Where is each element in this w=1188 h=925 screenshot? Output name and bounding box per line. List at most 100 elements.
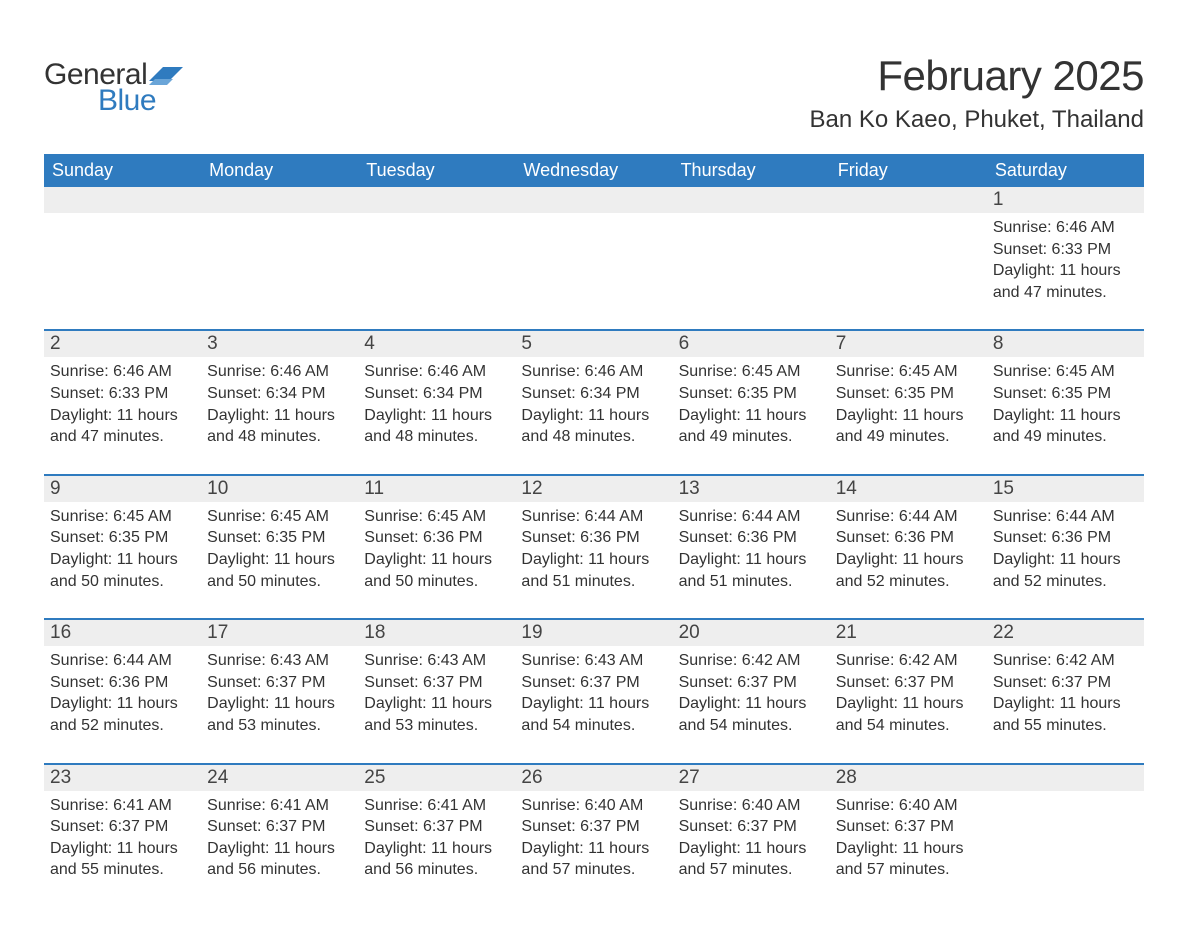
sunrise-text: Sunrise: 6:44 AM [679, 506, 824, 528]
day-number: 9 [44, 476, 201, 502]
day-number: 3 [201, 331, 358, 357]
calendar-day-cell: 18Sunrise: 6:43 AMSunset: 6:37 PMDayligh… [358, 620, 515, 740]
sunrise-text: Sunrise: 6:45 AM [207, 506, 352, 528]
sunrise-text: Sunrise: 6:46 AM [50, 361, 195, 383]
day-number: 15 [987, 476, 1144, 502]
day-body [987, 791, 1144, 883]
sunset-text: Sunset: 6:34 PM [364, 383, 509, 405]
day-number: 12 [515, 476, 672, 502]
calendar-day-cell: 25Sunrise: 6:41 AMSunset: 6:37 PMDayligh… [358, 765, 515, 885]
calendar-week: 23Sunrise: 6:41 AMSunset: 6:37 PMDayligh… [44, 763, 1144, 885]
daylight-text: Daylight: 11 hours and 57 minutes. [521, 838, 666, 881]
day-number [44, 187, 201, 213]
weeks-container: 1Sunrise: 6:46 AMSunset: 6:33 PMDaylight… [44, 187, 1144, 885]
day-body: Sunrise: 6:45 AMSunset: 6:35 PMDaylight:… [673, 357, 830, 451]
sunset-text: Sunset: 6:33 PM [50, 383, 195, 405]
sunset-text: Sunset: 6:35 PM [207, 527, 352, 549]
day-body: Sunrise: 6:44 AMSunset: 6:36 PMDaylight:… [515, 502, 672, 596]
sunset-text: Sunset: 6:34 PM [521, 383, 666, 405]
sunrise-text: Sunrise: 6:44 AM [50, 650, 195, 672]
daylight-text: Daylight: 11 hours and 57 minutes. [836, 838, 981, 881]
calendar-day-cell: 24Sunrise: 6:41 AMSunset: 6:37 PMDayligh… [201, 765, 358, 885]
day-body: Sunrise: 6:46 AMSunset: 6:34 PMDaylight:… [358, 357, 515, 451]
day-number: 11 [358, 476, 515, 502]
daylight-text: Daylight: 11 hours and 56 minutes. [207, 838, 352, 881]
sunrise-text: Sunrise: 6:40 AM [679, 795, 824, 817]
sunrise-text: Sunrise: 6:45 AM [836, 361, 981, 383]
sunset-text: Sunset: 6:35 PM [679, 383, 824, 405]
sunrise-text: Sunrise: 6:41 AM [50, 795, 195, 817]
day-number: 8 [987, 331, 1144, 357]
calendar-day-cell: 5Sunrise: 6:46 AMSunset: 6:34 PMDaylight… [515, 331, 672, 451]
day-number [358, 187, 515, 213]
sunset-text: Sunset: 6:36 PM [364, 527, 509, 549]
day-body: Sunrise: 6:45 AMSunset: 6:35 PMDaylight:… [201, 502, 358, 596]
day-body: Sunrise: 6:45 AMSunset: 6:36 PMDaylight:… [358, 502, 515, 596]
day-number: 26 [515, 765, 672, 791]
sunset-text: Sunset: 6:36 PM [993, 527, 1138, 549]
day-number: 14 [830, 476, 987, 502]
calendar-day-cell: 8Sunrise: 6:45 AMSunset: 6:35 PMDaylight… [987, 331, 1144, 451]
calendar-week: 16Sunrise: 6:44 AMSunset: 6:36 PMDayligh… [44, 618, 1144, 740]
day-body [673, 213, 830, 305]
calendar-day-cell: 19Sunrise: 6:43 AMSunset: 6:37 PMDayligh… [515, 620, 672, 740]
day-body: Sunrise: 6:46 AMSunset: 6:33 PMDaylight:… [987, 213, 1144, 307]
sunset-text: Sunset: 6:37 PM [679, 672, 824, 694]
calendar-day-cell: 2Sunrise: 6:46 AMSunset: 6:33 PMDaylight… [44, 331, 201, 451]
calendar-day-cell: 4Sunrise: 6:46 AMSunset: 6:34 PMDaylight… [358, 331, 515, 451]
day-number: 13 [673, 476, 830, 502]
daylight-text: Daylight: 11 hours and 55 minutes. [50, 838, 195, 881]
day-body: Sunrise: 6:40 AMSunset: 6:37 PMDaylight:… [830, 791, 987, 885]
logo-text-blue: Blue [98, 84, 183, 118]
daylight-text: Daylight: 11 hours and 51 minutes. [679, 549, 824, 592]
daylight-text: Daylight: 11 hours and 50 minutes. [364, 549, 509, 592]
logo-text-block: General Blue [44, 58, 183, 118]
sunrise-text: Sunrise: 6:44 AM [836, 506, 981, 528]
day-body: Sunrise: 6:44 AMSunset: 6:36 PMDaylight:… [44, 646, 201, 740]
sunset-text: Sunset: 6:37 PM [521, 672, 666, 694]
sunrise-text: Sunrise: 6:46 AM [521, 361, 666, 383]
day-number [201, 187, 358, 213]
day-number: 17 [201, 620, 358, 646]
day-body: Sunrise: 6:40 AMSunset: 6:37 PMDaylight:… [673, 791, 830, 885]
daylight-text: Daylight: 11 hours and 54 minutes. [679, 693, 824, 736]
sunset-text: Sunset: 6:33 PM [993, 239, 1138, 261]
day-number: 2 [44, 331, 201, 357]
calendar: SundayMondayTuesdayWednesdayThursdayFrid… [44, 154, 1144, 885]
day-number: 19 [515, 620, 672, 646]
month-title: February 2025 [810, 52, 1144, 100]
calendar-day-cell [44, 187, 201, 307]
daylight-text: Daylight: 11 hours and 48 minutes. [521, 405, 666, 448]
calendar-day-cell: 16Sunrise: 6:44 AMSunset: 6:36 PMDayligh… [44, 620, 201, 740]
day-number: 22 [987, 620, 1144, 646]
day-body: Sunrise: 6:42 AMSunset: 6:37 PMDaylight:… [673, 646, 830, 740]
calendar-week: 2Sunrise: 6:46 AMSunset: 6:33 PMDaylight… [44, 329, 1144, 451]
sunrise-text: Sunrise: 6:45 AM [50, 506, 195, 528]
calendar-day-cell: 26Sunrise: 6:40 AMSunset: 6:37 PMDayligh… [515, 765, 672, 885]
daylight-text: Daylight: 11 hours and 49 minutes. [679, 405, 824, 448]
day-number [987, 765, 1144, 791]
day-number: 1 [987, 187, 1144, 213]
daylight-text: Daylight: 11 hours and 49 minutes. [993, 405, 1138, 448]
daylight-text: Daylight: 11 hours and 52 minutes. [993, 549, 1138, 592]
sunset-text: Sunset: 6:36 PM [50, 672, 195, 694]
calendar-day-cell: 23Sunrise: 6:41 AMSunset: 6:37 PMDayligh… [44, 765, 201, 885]
sunset-text: Sunset: 6:37 PM [993, 672, 1138, 694]
calendar-day-cell: 22Sunrise: 6:42 AMSunset: 6:37 PMDayligh… [987, 620, 1144, 740]
calendar-day-cell: 9Sunrise: 6:45 AMSunset: 6:35 PMDaylight… [44, 476, 201, 596]
sunset-text: Sunset: 6:34 PM [207, 383, 352, 405]
weekday-header-cell: Saturday [987, 154, 1144, 187]
day-number: 20 [673, 620, 830, 646]
day-body: Sunrise: 6:42 AMSunset: 6:37 PMDaylight:… [987, 646, 1144, 740]
day-body [830, 213, 987, 305]
sunrise-text: Sunrise: 6:46 AM [364, 361, 509, 383]
calendar-day-cell [201, 187, 358, 307]
weekday-header-cell: Wednesday [515, 154, 672, 187]
day-body: Sunrise: 6:40 AMSunset: 6:37 PMDaylight:… [515, 791, 672, 885]
calendar-day-cell [673, 187, 830, 307]
day-body: Sunrise: 6:41 AMSunset: 6:37 PMDaylight:… [358, 791, 515, 885]
day-body [201, 213, 358, 305]
daylight-text: Daylight: 11 hours and 47 minutes. [993, 260, 1138, 303]
sunrise-text: Sunrise: 6:42 AM [679, 650, 824, 672]
day-body [358, 213, 515, 305]
